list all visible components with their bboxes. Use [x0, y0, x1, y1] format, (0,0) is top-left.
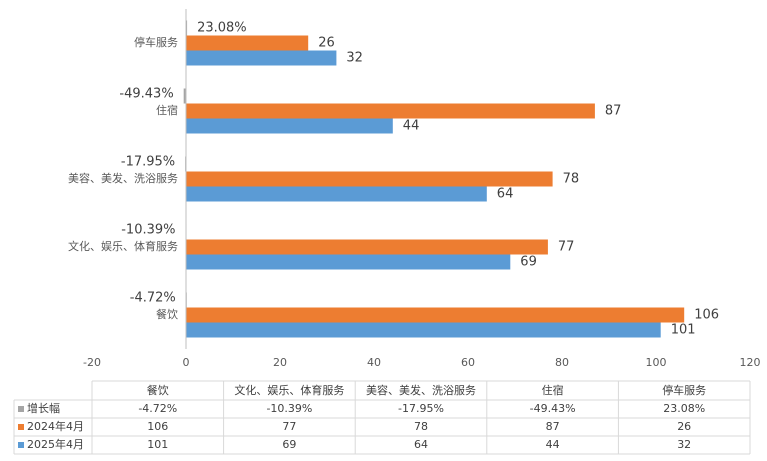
data-label: -17.95% [121, 155, 175, 170]
data-label: 44 [403, 119, 420, 134]
table-cell: -17.95% [398, 402, 444, 415]
table-cell: 78 [414, 420, 428, 433]
data-label: 78 [563, 172, 580, 187]
category-label: 餐饮 [156, 307, 178, 321]
x-tick-label: 60 [461, 356, 475, 369]
category-label: 住宿 [156, 103, 178, 117]
legend-key [18, 442, 24, 448]
table-header: 文化、娱乐、体育服务 [234, 383, 344, 397]
category-label: 美容、美发、洗浴服务 [68, 171, 178, 185]
legend-key [18, 406, 24, 412]
legend-label: 2025年4月 [27, 437, 84, 451]
bar [186, 35, 309, 51]
table-cell: 44 [546, 438, 560, 451]
x-tick-label: 0 [183, 356, 190, 369]
data-label: 64 [497, 187, 514, 202]
legend-label: 增长幅 [27, 401, 60, 415]
data-label: 77 [558, 240, 575, 255]
data-label: 69 [520, 255, 537, 270]
data-label: 32 [346, 51, 363, 66]
bar [186, 20, 188, 36]
bar [186, 50, 337, 66]
table-cell: 26 [677, 420, 691, 433]
x-tick-label: 100 [646, 356, 667, 369]
table-cell: 77 [282, 420, 296, 433]
x-tick-label: 20 [273, 356, 287, 369]
x-tick-label: -20 [83, 356, 101, 369]
table-cell: 69 [282, 438, 296, 451]
table-cell: 87 [546, 420, 560, 433]
x-tick-label: 40 [367, 356, 381, 369]
data-label: 106 [694, 308, 719, 323]
bar [186, 186, 487, 202]
data-label: -4.72% [130, 291, 176, 306]
table-header: 停车服务 [662, 383, 706, 397]
bar [186, 171, 553, 187]
table-cell: -4.72% [138, 402, 177, 415]
table-cell: -10.39% [266, 402, 312, 415]
x-tick-label: 80 [555, 356, 569, 369]
table-cell: 101 [147, 438, 168, 451]
data-label: 101 [671, 323, 696, 338]
table-cell: -49.43% [530, 402, 576, 415]
legend-key [18, 424, 24, 430]
data-label: 23.08% [197, 21, 247, 36]
x-tick-label: 120 [740, 356, 761, 369]
bar [186, 322, 661, 338]
table-cell: 106 [147, 420, 168, 433]
data-label: 87 [605, 104, 622, 119]
table-cell: 23.08% [663, 402, 705, 415]
bar [186, 118, 393, 134]
data-label: 26 [318, 36, 335, 51]
bar [186, 254, 511, 270]
category-label: 停车服务 [134, 35, 178, 49]
bar [186, 307, 685, 323]
table-header: 住宿 [542, 383, 564, 397]
table-header: 美容、美发、洗浴服务 [366, 383, 476, 397]
bar [183, 88, 186, 104]
bar [186, 239, 548, 255]
data-label: -49.43% [119, 87, 173, 102]
category-label: 文化、娱乐、体育服务 [68, 239, 178, 253]
table-header: 餐饮 [147, 383, 169, 397]
bar [186, 103, 595, 119]
table-cell: 32 [677, 438, 691, 451]
data-label: -10.39% [121, 223, 175, 238]
table-cell: 64 [414, 438, 428, 451]
legend-label: 2024年4月 [27, 419, 84, 433]
